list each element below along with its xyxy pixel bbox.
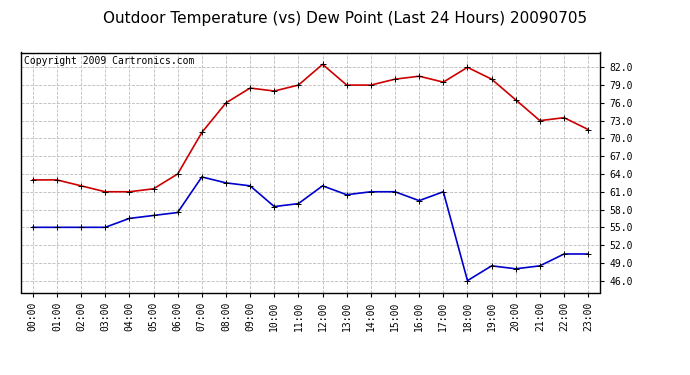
Text: Outdoor Temperature (vs) Dew Point (Last 24 Hours) 20090705: Outdoor Temperature (vs) Dew Point (Last… xyxy=(103,11,587,26)
Text: Copyright 2009 Cartronics.com: Copyright 2009 Cartronics.com xyxy=(23,56,194,66)
